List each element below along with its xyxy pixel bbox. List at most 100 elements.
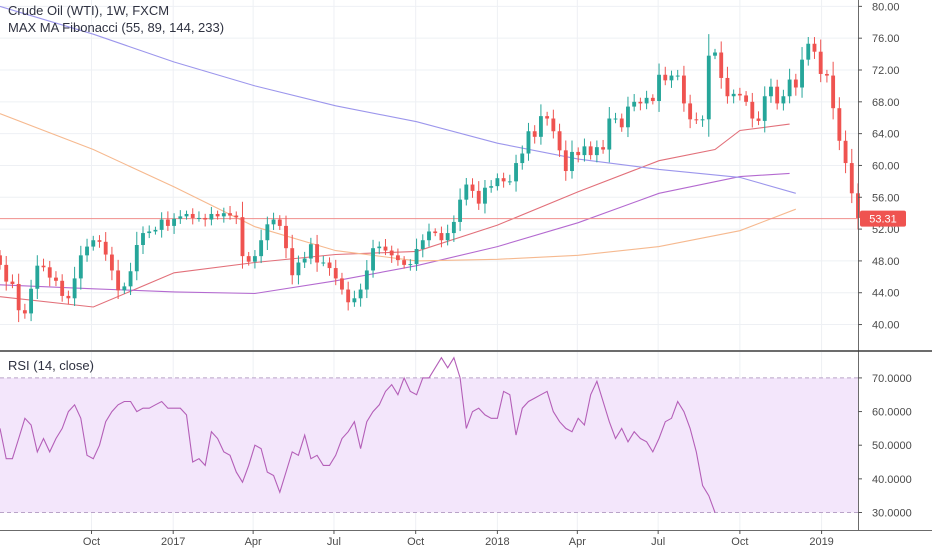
candlestick xyxy=(495,173,500,191)
rsi-tick-label: 40.0000 xyxy=(872,474,912,486)
candle-body xyxy=(669,75,674,81)
candlestick xyxy=(737,87,742,101)
candlestick xyxy=(831,61,836,120)
candlestick xyxy=(520,145,525,170)
candle-body xyxy=(563,150,568,172)
candlestick xyxy=(793,73,798,96)
candle-body xyxy=(588,146,593,156)
candlestick xyxy=(545,111,550,126)
candle-body xyxy=(464,184,469,200)
candlestick xyxy=(800,47,804,98)
candlestick xyxy=(458,188,463,232)
candlestick xyxy=(47,260,52,287)
candle-body xyxy=(159,219,164,230)
candle-body xyxy=(22,310,27,314)
candle-body xyxy=(458,199,463,222)
candle-body xyxy=(271,219,276,225)
candle-body xyxy=(35,265,40,289)
candle-body xyxy=(109,254,114,271)
candle-body xyxy=(290,248,295,276)
candlestick xyxy=(358,283,363,307)
candle-body xyxy=(141,233,145,245)
candlestick xyxy=(221,207,226,223)
candlestick xyxy=(675,69,680,81)
candlestick xyxy=(290,234,295,285)
candlestick xyxy=(389,245,394,263)
candle-body xyxy=(756,118,761,121)
candle-body xyxy=(346,289,351,303)
candle-body xyxy=(532,131,537,137)
candle-body xyxy=(197,217,201,219)
candlestick xyxy=(489,180,494,193)
candle-body xyxy=(427,231,431,241)
time-axis[interactable]: Oct 2017 Apr Jul Oct 2018 Apr Jul Oct 2019 xyxy=(83,530,834,548)
candle-body xyxy=(657,74,661,102)
candlestick xyxy=(464,177,469,206)
candlestick xyxy=(141,226,145,254)
candle-body xyxy=(551,118,556,132)
time-tick-label: 2017 xyxy=(161,536,185,548)
candlestick xyxy=(240,201,245,269)
chart-symbol-title[interactable]: Crude Oil (WTI), 1W, FXCM xyxy=(8,3,170,18)
candlestick xyxy=(340,272,344,295)
candlestick xyxy=(731,89,736,104)
candlestick xyxy=(190,208,195,225)
candlestick xyxy=(383,238,388,256)
time-tick-label: Oct xyxy=(731,536,748,548)
candlestick xyxy=(228,205,232,220)
candle-body xyxy=(16,283,21,311)
candle-body xyxy=(203,217,208,220)
candlestick xyxy=(234,211,239,225)
last-price-badge: 53.31 xyxy=(860,210,906,227)
candle-body xyxy=(675,75,680,77)
candle-body xyxy=(333,268,338,279)
candlestick xyxy=(619,113,624,132)
ma-233-line xyxy=(0,113,796,262)
candle-body xyxy=(184,213,189,217)
candle-body xyxy=(762,96,767,121)
candle-body xyxy=(582,146,587,156)
candle-body xyxy=(445,233,450,241)
last-price-badge-label: 53.31 xyxy=(869,214,897,226)
ma-indicator-label[interactable]: MAX MA Fibonacci (55, 89, 144, 233) xyxy=(8,20,225,35)
candle-body xyxy=(103,241,108,255)
candlestick xyxy=(451,215,456,242)
candlestick xyxy=(103,232,108,261)
rsi-indicator-label[interactable]: RSI (14, close) xyxy=(8,358,94,373)
candlestick xyxy=(781,89,786,111)
candlestick xyxy=(607,107,612,163)
candle-body xyxy=(514,163,518,182)
candle-body xyxy=(389,250,394,256)
candlestick xyxy=(302,251,307,268)
candle-body xyxy=(793,79,798,88)
price-tick-label: 80.00 xyxy=(872,1,900,13)
candle-body xyxy=(246,256,251,262)
candlestick xyxy=(476,181,481,210)
candlestick xyxy=(613,112,618,124)
candlestick xyxy=(271,212,276,230)
time-tick-label: 2019 xyxy=(809,536,833,548)
candlestick xyxy=(532,125,537,144)
candle-body xyxy=(681,75,686,104)
candle-body xyxy=(395,255,400,261)
candle-body xyxy=(650,97,655,102)
candlestick xyxy=(650,94,655,105)
candle-body xyxy=(153,229,158,232)
candlestick xyxy=(756,111,761,126)
candlestick xyxy=(439,226,444,248)
candlestick xyxy=(408,259,413,271)
candlestick xyxy=(818,39,823,83)
candlestick xyxy=(402,256,407,269)
candle-body xyxy=(433,231,438,234)
candlestick xyxy=(414,238,419,271)
rsi-axis[interactable]: 30.0000 40.0000 50.0000 60.0000 70.0000 xyxy=(858,373,912,520)
candle-body xyxy=(97,240,102,242)
candle-body xyxy=(818,51,823,74)
candlestick xyxy=(371,239,375,278)
candlestick xyxy=(750,92,755,128)
candlestick xyxy=(694,112,699,125)
candlestick xyxy=(41,258,46,272)
candle-body xyxy=(116,270,121,291)
candlestick xyxy=(713,48,717,60)
price-axis[interactable]: 40.00 44.00 48.00 52.00 56.00 60.00 64.00 68.00… xyxy=(858,1,900,332)
